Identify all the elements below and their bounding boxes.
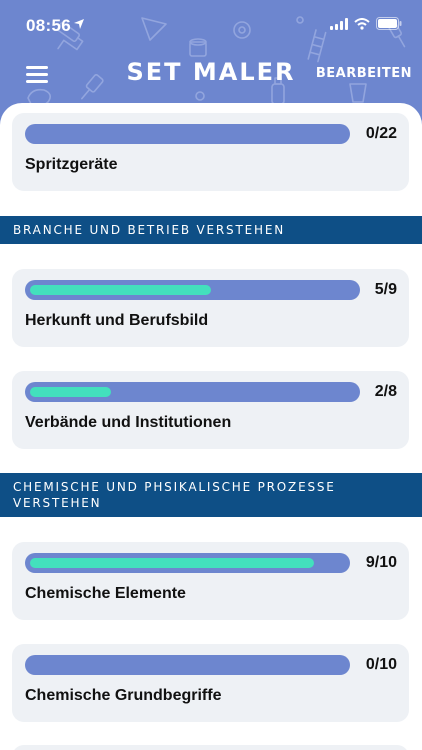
section-header-branche: BRANCHE UND BETRIEB VERSTEHEN	[0, 216, 422, 244]
topic-card-spritzgeraete[interactable]: 0/22 Spritzgeräte	[12, 113, 409, 191]
progress-count: 0/10	[365, 656, 397, 673]
progress-fill	[30, 558, 314, 568]
page-title: SET MALER	[126, 58, 296, 86]
wifi-icon	[354, 17, 370, 30]
progress-count: 5/9	[374, 281, 397, 298]
cellular-signal-icon	[330, 17, 348, 30]
edit-button[interactable]: BEARBEITEN	[315, 66, 412, 81]
status-bar: 08:56	[0, 0, 422, 50]
topic-list: 0/22 Spritzgeräte BRANCHE UND BETRIEB VE…	[0, 103, 422, 750]
progress-bar	[25, 553, 350, 573]
topic-title: Herkunft und Berufsbild	[25, 312, 209, 329]
progress-count: 0/22	[365, 125, 397, 142]
topic-card-chemische-grundbegriffe[interactable]: 0/10 Chemische Grundbegriffe	[12, 644, 409, 722]
location-arrow-icon	[74, 19, 84, 29]
topic-title: Chemische Elemente	[25, 585, 186, 602]
topic-card-next[interactable]	[12, 745, 409, 750]
hamburger-menu-icon[interactable]	[26, 66, 48, 84]
section-header-chemische-prozesse: CHEMISCHE UND PHSIKALISCHE PROZESSE VERS…	[0, 473, 422, 517]
topic-title: Chemische Grundbegriffe	[25, 687, 222, 704]
status-time: 08:56	[26, 16, 71, 35]
progress-bar	[25, 280, 360, 300]
progress-fill	[30, 285, 211, 295]
navigation-bar: SET MALER BEARBEITEN	[0, 52, 422, 98]
topic-card-chemische-elemente[interactable]: 9/10 Chemische Elemente	[12, 542, 409, 620]
topic-card-verbaende[interactable]: 2/8 Verbände und Institutionen	[12, 371, 409, 449]
progress-bar	[25, 124, 350, 144]
topic-title: Spritzgeräte	[25, 156, 118, 173]
topic-title: Verbände und Institutionen	[25, 414, 232, 431]
progress-count: 9/10	[365, 554, 397, 571]
topic-card-herkunft[interactable]: 5/9 Herkunft und Berufsbild	[12, 269, 409, 347]
progress-fill	[30, 387, 112, 397]
progress-bar	[25, 655, 350, 675]
battery-icon	[376, 17, 402, 30]
progress-bar	[25, 382, 360, 402]
progress-count: 2/8	[374, 383, 397, 400]
